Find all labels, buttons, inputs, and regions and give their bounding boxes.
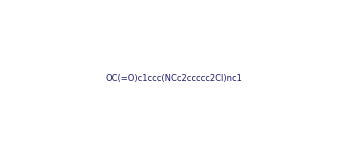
Text: OC(=O)c1ccc(NCc2ccccc2Cl)nc1: OC(=O)c1ccc(NCc2ccccc2Cl)nc1 [106, 74, 243, 83]
